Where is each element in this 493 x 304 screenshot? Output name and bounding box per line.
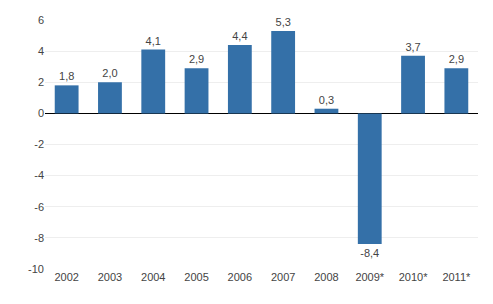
svg-text:-6: -6: [34, 201, 44, 213]
svg-text:2,9: 2,9: [189, 53, 204, 65]
svg-text:-4: -4: [34, 169, 44, 181]
svg-text:2010*: 2010*: [399, 271, 428, 283]
svg-text:2,0: 2,0: [102, 67, 117, 79]
svg-text:2007: 2007: [271, 271, 295, 283]
svg-text:5,3: 5,3: [276, 16, 291, 28]
svg-text:2006: 2006: [228, 271, 252, 283]
svg-text:2004: 2004: [141, 271, 165, 283]
svg-text:2: 2: [38, 76, 44, 88]
svg-text:0,3: 0,3: [319, 94, 334, 106]
svg-text:2002: 2002: [54, 271, 78, 283]
svg-text:2008: 2008: [314, 271, 338, 283]
svg-text:-2: -2: [34, 138, 44, 150]
svg-text:4: 4: [38, 45, 44, 57]
svg-text:4,1: 4,1: [146, 35, 161, 47]
svg-text:-8,4: -8,4: [360, 247, 379, 259]
svg-text:4,4: 4,4: [232, 30, 247, 42]
svg-text:-8: -8: [34, 232, 44, 244]
svg-text:6: 6: [38, 14, 44, 26]
svg-text:0: 0: [38, 107, 44, 119]
svg-text:2005: 2005: [184, 271, 208, 283]
svg-text:2,9: 2,9: [449, 53, 464, 65]
svg-text:2003: 2003: [98, 271, 122, 283]
svg-text:2011*: 2011*: [442, 271, 471, 283]
svg-text:1,8: 1,8: [59, 70, 74, 82]
svg-text:-10: -10: [28, 263, 44, 275]
svg-text:3,7: 3,7: [405, 41, 420, 53]
svg-text:2009*: 2009*: [355, 271, 384, 283]
